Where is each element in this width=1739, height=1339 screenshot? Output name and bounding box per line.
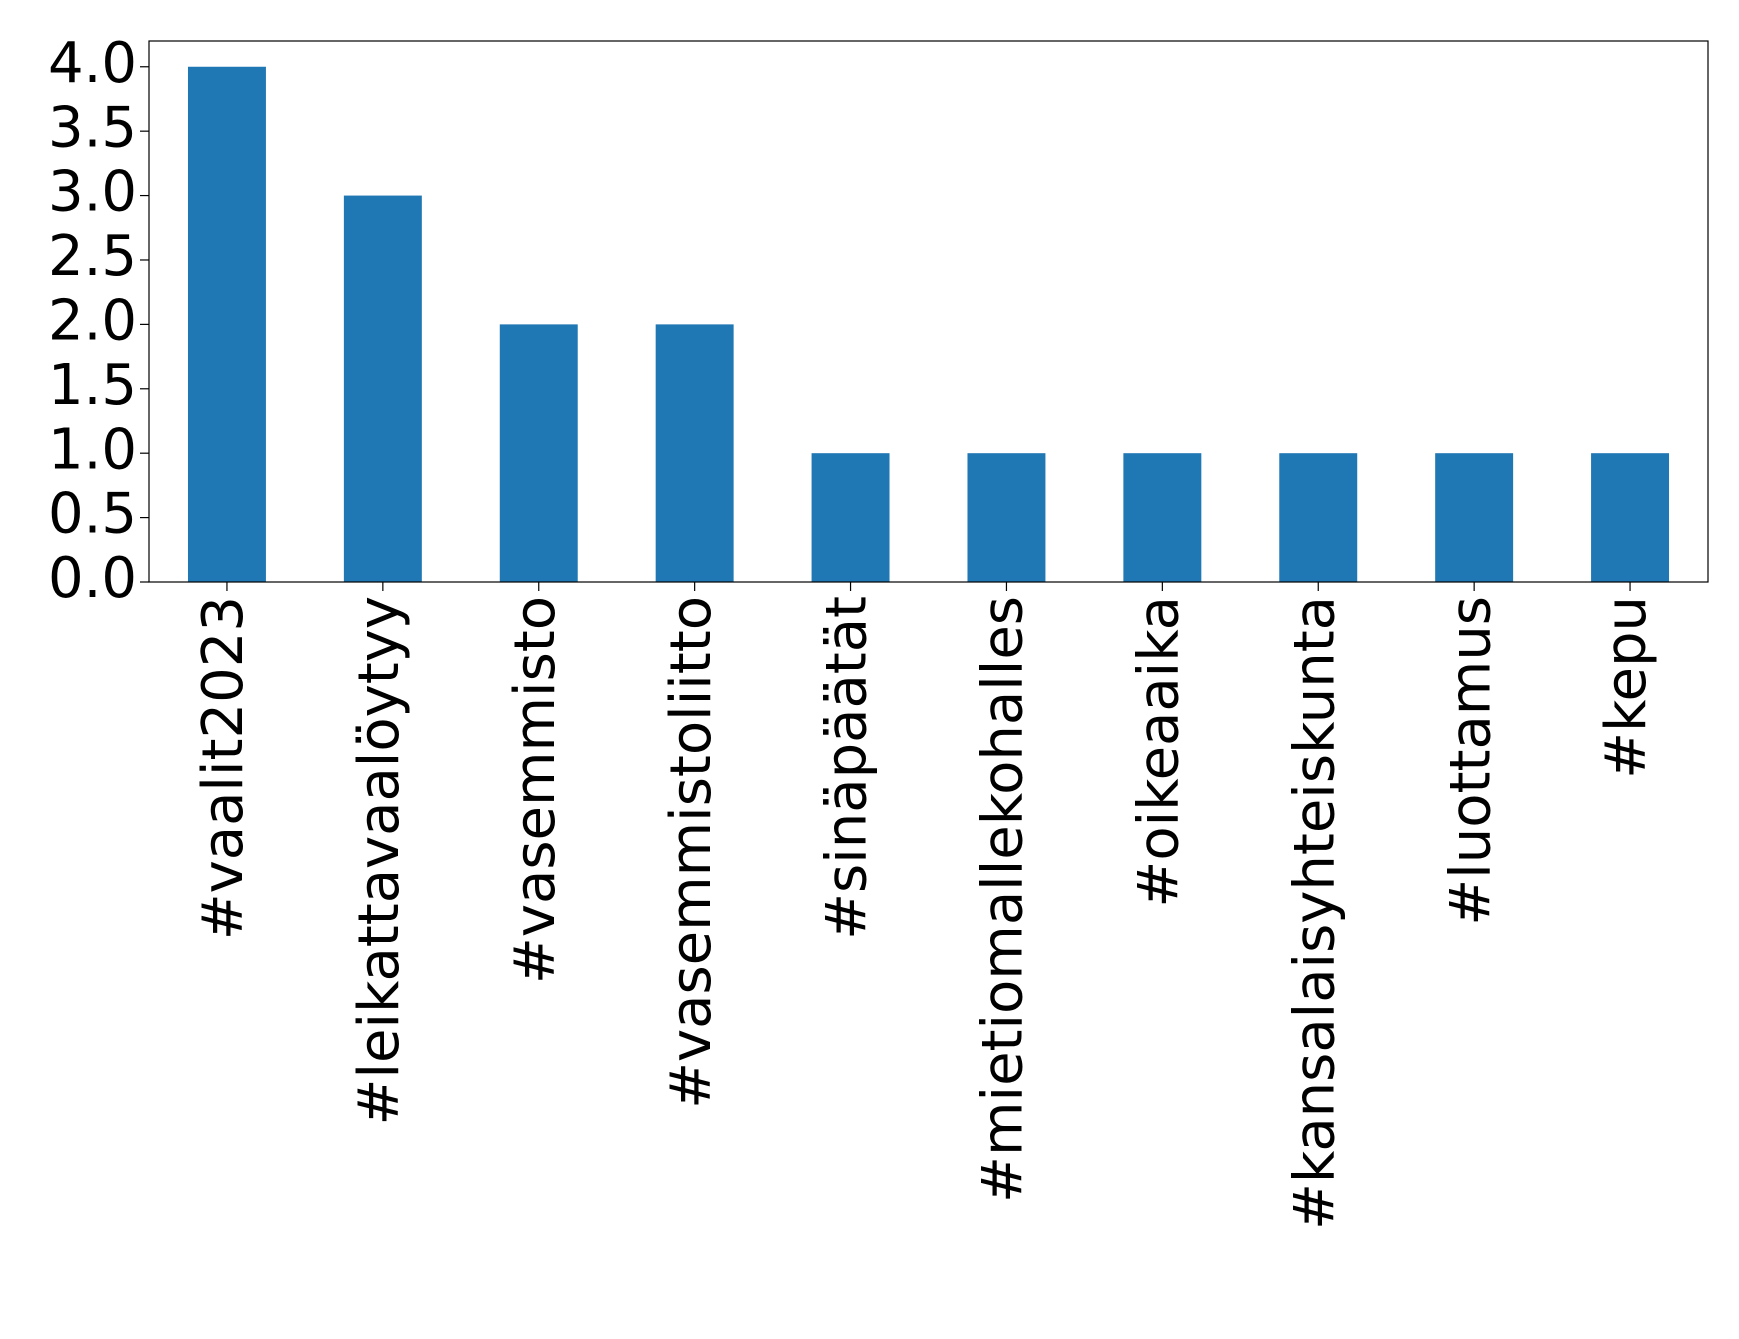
- bar: [343, 195, 422, 583]
- bar: [187, 66, 266, 582]
- y-tick-label: 1.5: [48, 353, 137, 418]
- bar: [499, 324, 578, 582]
- x-tick-label: #luottamus: [1438, 596, 1503, 926]
- x-tick-label: #mietiomallekohalles: [971, 596, 1036, 1203]
- x-tick-label: #kansalaisyhteiskunta: [1282, 596, 1347, 1230]
- plot-frame: [148, 40, 1709, 583]
- bar: [1123, 453, 1202, 582]
- x-tick-label: #vaalit2023: [191, 596, 256, 940]
- y-tick-label: 3.0: [48, 160, 137, 225]
- x-tick-label: #kepu: [1594, 596, 1659, 779]
- bar: [1279, 453, 1358, 582]
- y-tick-label: 4.0: [48, 31, 137, 96]
- x-tick-label: #oikeaaika: [1126, 596, 1191, 908]
- bar: [967, 453, 1046, 582]
- bar: [655, 324, 734, 582]
- y-tick-label: 0.5: [48, 482, 137, 547]
- bar: [1591, 453, 1670, 582]
- y-tick-label: 2.5: [48, 224, 137, 289]
- x-tick-label: #sinäpäätät: [815, 596, 880, 940]
- y-tick-label: 3.5: [48, 95, 137, 160]
- bar: [1435, 453, 1514, 582]
- bar: [811, 453, 890, 582]
- x-tick-label: #vasemmistoliitto: [659, 596, 724, 1109]
- x-tick-label: #leikattavaalöytyy: [347, 596, 412, 1125]
- y-tick-label: 0.0: [48, 546, 137, 611]
- y-tick-label: 1.0: [48, 417, 137, 482]
- x-tick-label: #vasemmisto: [503, 596, 568, 984]
- y-tick-label: 2.0: [48, 289, 137, 354]
